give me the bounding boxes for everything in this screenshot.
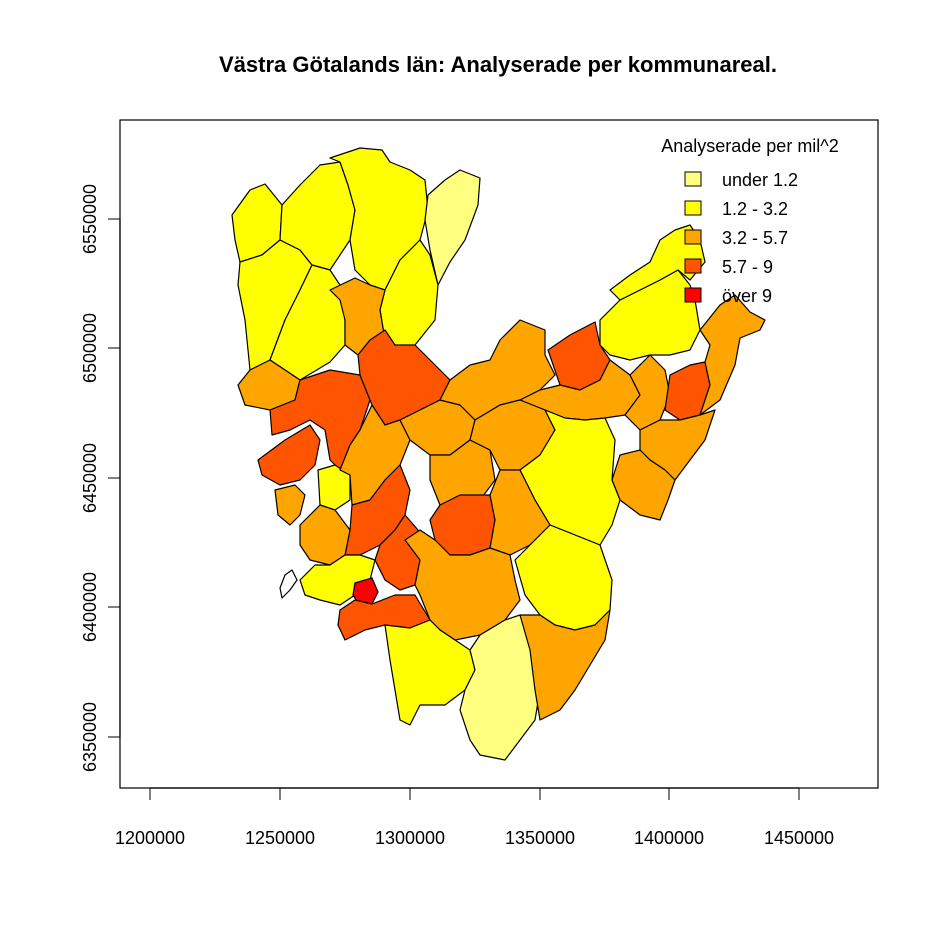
legend-item: 1.2 - 3.2 bbox=[684, 199, 788, 219]
x-axis: 1200000 1250000 1300000 1350000 1400000 … bbox=[115, 787, 834, 848]
y-tick-label: 6400000 bbox=[80, 572, 100, 642]
municipality bbox=[257, 424, 321, 486]
legend-swatch bbox=[684, 200, 702, 216]
x-tick-label: 1350000 bbox=[505, 828, 575, 848]
legend-item: 3.2 - 5.7 bbox=[684, 228, 788, 248]
municipality bbox=[609, 224, 706, 301]
legend-swatch bbox=[684, 229, 702, 245]
municipality bbox=[404, 529, 521, 641]
municipality bbox=[424, 169, 481, 286]
y-tick-label: 6350000 bbox=[80, 702, 100, 772]
municipality bbox=[279, 569, 298, 599]
legend-swatch bbox=[684, 287, 702, 303]
legend-item: under 1.2 bbox=[684, 170, 798, 190]
municipality bbox=[269, 264, 346, 381]
x-tick-label: 1300000 bbox=[375, 828, 445, 848]
y-tick-label: 6500000 bbox=[80, 313, 100, 383]
municipality-map bbox=[231, 147, 766, 761]
municipality bbox=[439, 319, 556, 421]
x-tick-label: 1400000 bbox=[634, 828, 704, 848]
map-title: Västra Götalands län: Analyserade per ko… bbox=[219, 52, 777, 77]
municipality bbox=[519, 609, 611, 721]
x-tick-label: 1250000 bbox=[245, 828, 315, 848]
y-tick-label: 6450000 bbox=[80, 443, 100, 513]
legend-label: 1.2 - 3.2 bbox=[722, 199, 788, 219]
x-tick-label: 1450000 bbox=[764, 828, 834, 848]
legend-label: 5.7 - 9 bbox=[722, 257, 773, 277]
legend-item: 5.7 - 9 bbox=[684, 257, 773, 277]
municipality bbox=[274, 484, 306, 526]
x-tick-label: 1200000 bbox=[115, 828, 185, 848]
y-tick-label: 6550000 bbox=[80, 184, 100, 254]
municipality bbox=[459, 614, 541, 761]
legend-item: över 9 bbox=[684, 286, 772, 306]
legend: Analyserade per mil^2 under 1.2 1.2 - 3.… bbox=[661, 136, 839, 306]
legend-label: under 1.2 bbox=[722, 170, 798, 190]
municipality bbox=[429, 439, 496, 511]
legend-swatch bbox=[684, 258, 702, 274]
municipality bbox=[699, 294, 766, 416]
legend-title: Analyserade per mil^2 bbox=[661, 136, 839, 156]
municipality bbox=[519, 409, 621, 546]
legend-swatch bbox=[684, 171, 702, 187]
y-axis: 6350000 6400000 6450000 6500000 6550000 bbox=[80, 184, 121, 772]
legend-label: 3.2 - 5.7 bbox=[722, 228, 788, 248]
legend-label: över 9 bbox=[722, 286, 772, 306]
